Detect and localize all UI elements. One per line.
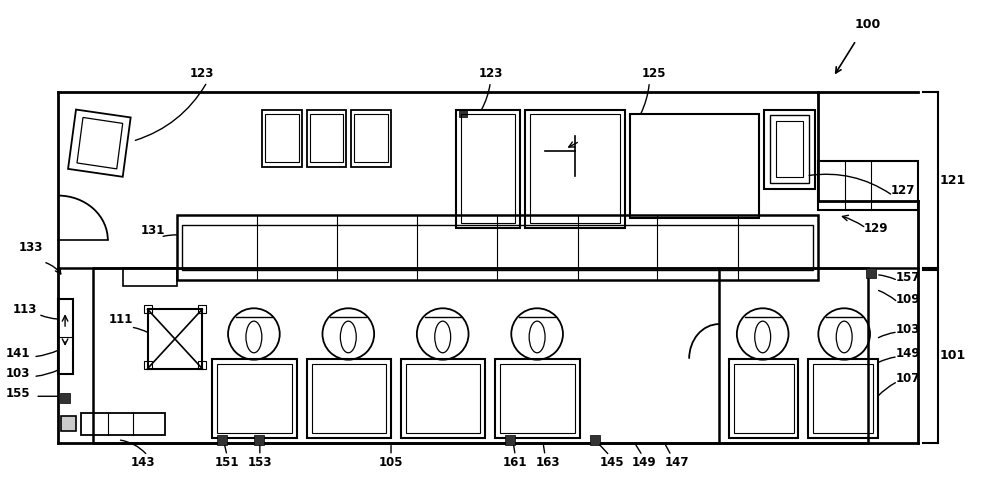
Bar — [776, 121, 803, 177]
Bar — [217, 364, 292, 433]
Text: 107: 107 — [896, 372, 920, 385]
Bar — [262, 109, 302, 167]
Text: 141: 141 — [6, 347, 31, 360]
Bar — [93, 268, 868, 443]
Bar — [818, 161, 918, 211]
Bar — [734, 364, 794, 433]
Bar — [123, 268, 177, 286]
Text: 149: 149 — [895, 347, 920, 360]
Bar — [401, 359, 485, 438]
Text: 101: 101 — [939, 349, 966, 362]
Text: 163: 163 — [536, 456, 560, 469]
Text: 103: 103 — [896, 323, 920, 335]
Bar — [58, 300, 73, 374]
Text: 153: 153 — [248, 456, 272, 469]
Bar — [866, 268, 876, 277]
Bar — [265, 114, 299, 162]
Text: 127: 127 — [891, 184, 915, 197]
Text: 131: 131 — [140, 224, 165, 237]
Bar — [406, 364, 480, 433]
Text: 105: 105 — [379, 456, 403, 469]
Bar — [530, 114, 620, 223]
Bar — [177, 216, 818, 279]
Bar — [764, 109, 815, 189]
Bar — [351, 109, 391, 167]
Bar — [729, 359, 798, 438]
Text: 145: 145 — [599, 456, 624, 469]
Bar — [590, 435, 600, 445]
Bar — [307, 359, 391, 438]
Bar — [198, 361, 206, 369]
Bar — [144, 361, 152, 369]
Text: 109: 109 — [896, 293, 920, 306]
Bar — [770, 115, 809, 183]
Text: 157: 157 — [896, 271, 920, 284]
Bar — [148, 309, 202, 369]
Text: 123: 123 — [478, 67, 503, 81]
Bar — [312, 364, 386, 433]
Bar — [456, 109, 520, 228]
Bar — [495, 359, 580, 438]
Text: 161: 161 — [503, 456, 528, 469]
Text: 111: 111 — [109, 313, 133, 326]
Bar — [813, 364, 873, 433]
Bar — [60, 393, 70, 403]
Bar — [81, 413, 165, 435]
Text: 100: 100 — [855, 18, 881, 31]
Text: 121: 121 — [939, 174, 966, 187]
Text: 149: 149 — [632, 456, 657, 469]
Text: 125: 125 — [642, 67, 667, 81]
Bar — [459, 109, 467, 117]
Bar — [307, 109, 346, 167]
Bar — [500, 364, 575, 433]
Bar — [808, 359, 878, 438]
Text: 151: 151 — [215, 456, 239, 469]
Text: 129: 129 — [864, 222, 888, 235]
Bar — [212, 359, 297, 438]
Bar — [310, 114, 343, 162]
Bar — [61, 416, 76, 431]
Text: 155: 155 — [6, 387, 31, 400]
Text: 123: 123 — [190, 67, 214, 81]
Bar — [217, 435, 227, 445]
Text: 147: 147 — [665, 456, 689, 469]
Text: 143: 143 — [130, 456, 155, 469]
Bar — [144, 305, 152, 313]
Bar — [254, 435, 264, 445]
Bar — [461, 114, 515, 223]
Bar — [630, 114, 759, 218]
Text: 103: 103 — [6, 367, 31, 380]
Text: 113: 113 — [13, 303, 38, 316]
Bar — [525, 109, 625, 228]
Bar — [182, 225, 813, 270]
Bar — [354, 114, 388, 162]
Bar — [198, 305, 206, 313]
Text: 133: 133 — [19, 242, 43, 254]
Bar — [505, 435, 515, 445]
